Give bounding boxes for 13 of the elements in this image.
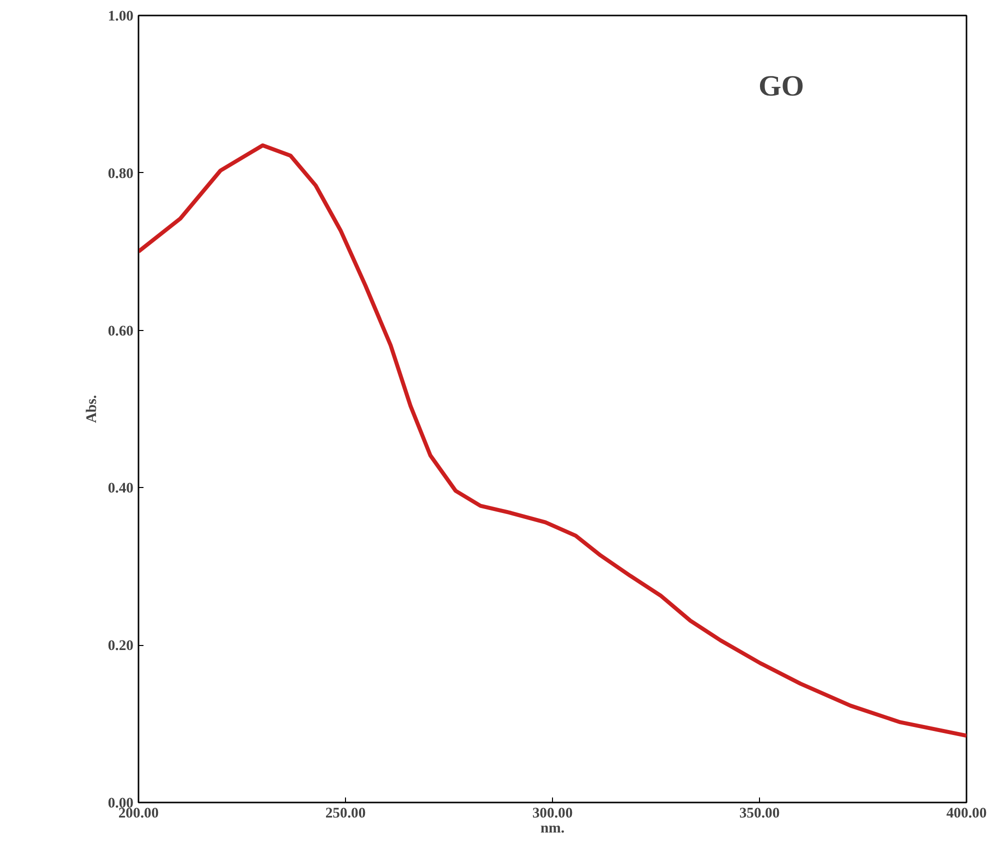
y-tick-label: 0.80: [108, 166, 134, 182]
line-series: [138, 143, 966, 738]
y-axis-title: Abs.: [84, 394, 100, 424]
y-tick-label: 0.40: [108, 480, 134, 497]
y-tick-label: 0.20: [108, 638, 134, 654]
annotation: GO: [758, 70, 804, 102]
x-tick-label: 250.00: [325, 806, 366, 822]
x-axis-title: nm.: [540, 820, 565, 836]
x-tick-label: 300.00: [532, 806, 573, 822]
x-tick-label: 350.00: [739, 806, 780, 822]
y-tick-label: 1.00: [108, 8, 134, 24]
y-tick-label: 0.60: [108, 323, 134, 340]
x-tick-label: 400.00: [946, 806, 987, 822]
